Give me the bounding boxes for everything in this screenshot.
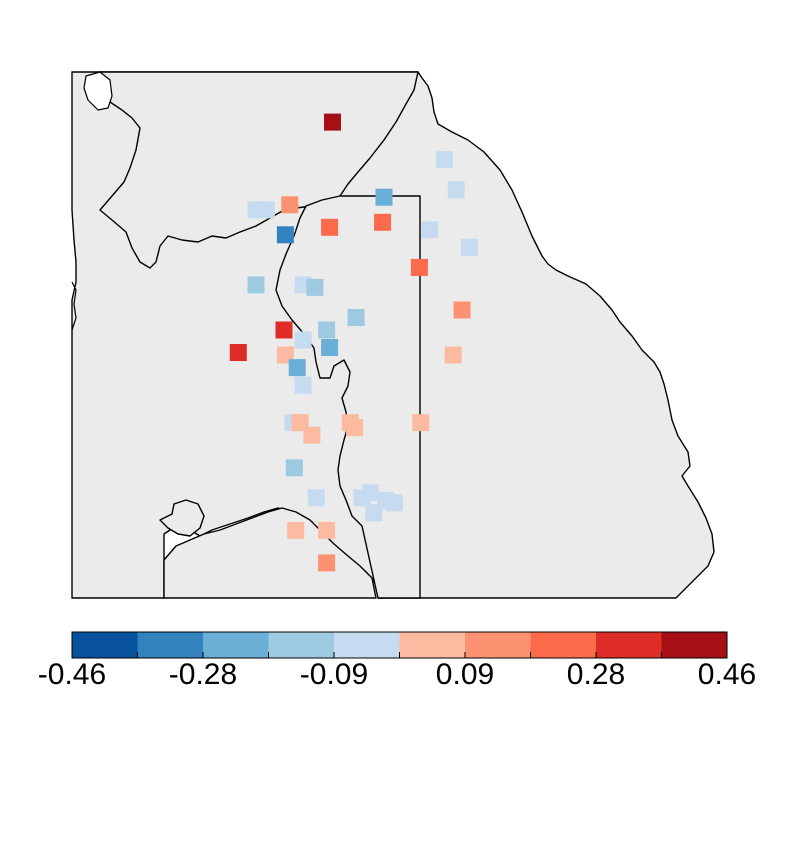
- station-marker: [447, 181, 465, 199]
- legend-tick-label: 0.46: [698, 658, 756, 691]
- legend-swatch: [465, 632, 531, 658]
- legend-swatch: [137, 632, 204, 658]
- station-marker: [321, 339, 339, 356]
- legend-swatch: [203, 632, 269, 658]
- station-marker: [324, 113, 341, 131]
- station-marker: [257, 201, 275, 219]
- station-marker: [421, 221, 439, 239]
- legend-swatch: [268, 632, 335, 658]
- station-marker: [353, 489, 371, 507]
- station-marker: [318, 321, 336, 339]
- land-wales: [163, 507, 377, 599]
- station-marker: [412, 414, 430, 432]
- station-marker: [276, 226, 294, 244]
- station-marker: [281, 196, 299, 214]
- station-marker: [318, 521, 336, 539]
- station-marker: [460, 238, 478, 256]
- station-marker: [303, 426, 321, 444]
- station-markers: [229, 113, 478, 572]
- station-marker: [307, 489, 325, 507]
- legend-swatches: [72, 632, 728, 658]
- station-marker: [288, 359, 306, 377]
- legend-tick-label: 0.28: [567, 658, 625, 691]
- legend-swatch: [596, 632, 662, 658]
- station-marker: [229, 344, 247, 361]
- station-marker: [444, 346, 462, 364]
- legend-tick-label: -0.28: [169, 658, 237, 691]
- legend-tick-label: -0.46: [38, 658, 106, 691]
- legend-tick-label: 0.09: [436, 658, 494, 691]
- legend-swatch: [72, 632, 138, 658]
- station-marker: [365, 504, 383, 522]
- station-marker: [347, 309, 365, 326]
- station-marker: [287, 521, 305, 539]
- legend-swatch: [661, 632, 728, 658]
- station-marker: [275, 321, 293, 339]
- station-marker: [385, 494, 403, 512]
- station-marker: [294, 376, 312, 394]
- station-marker: [294, 331, 312, 349]
- land-anglesey: [159, 499, 205, 537]
- station-marker: [318, 554, 336, 572]
- map-panel: [71, 71, 715, 599]
- legend-ticks: [137, 652, 662, 658]
- station-marker: [374, 213, 392, 231]
- land-islet: [83, 71, 113, 111]
- legend-tick-label: -0.09: [300, 658, 368, 691]
- station-marker: [285, 459, 303, 477]
- legend-swatch: [399, 632, 466, 658]
- legend-swatch: [530, 632, 597, 658]
- station-marker: [435, 151, 453, 169]
- station-marker: [306, 278, 324, 296]
- legend-swatch: [334, 632, 400, 658]
- station-marker: [410, 258, 428, 276]
- station-marker: [247, 276, 265, 294]
- station-marker: [346, 419, 364, 437]
- color-legend: -0.46 -0.28 -0.09 0.09 0.28 0.46: [38, 631, 756, 691]
- coast-fragment: [71, 281, 77, 331]
- station-marker: [453, 301, 471, 319]
- station-marker: [375, 188, 393, 206]
- station-marker: [321, 218, 339, 236]
